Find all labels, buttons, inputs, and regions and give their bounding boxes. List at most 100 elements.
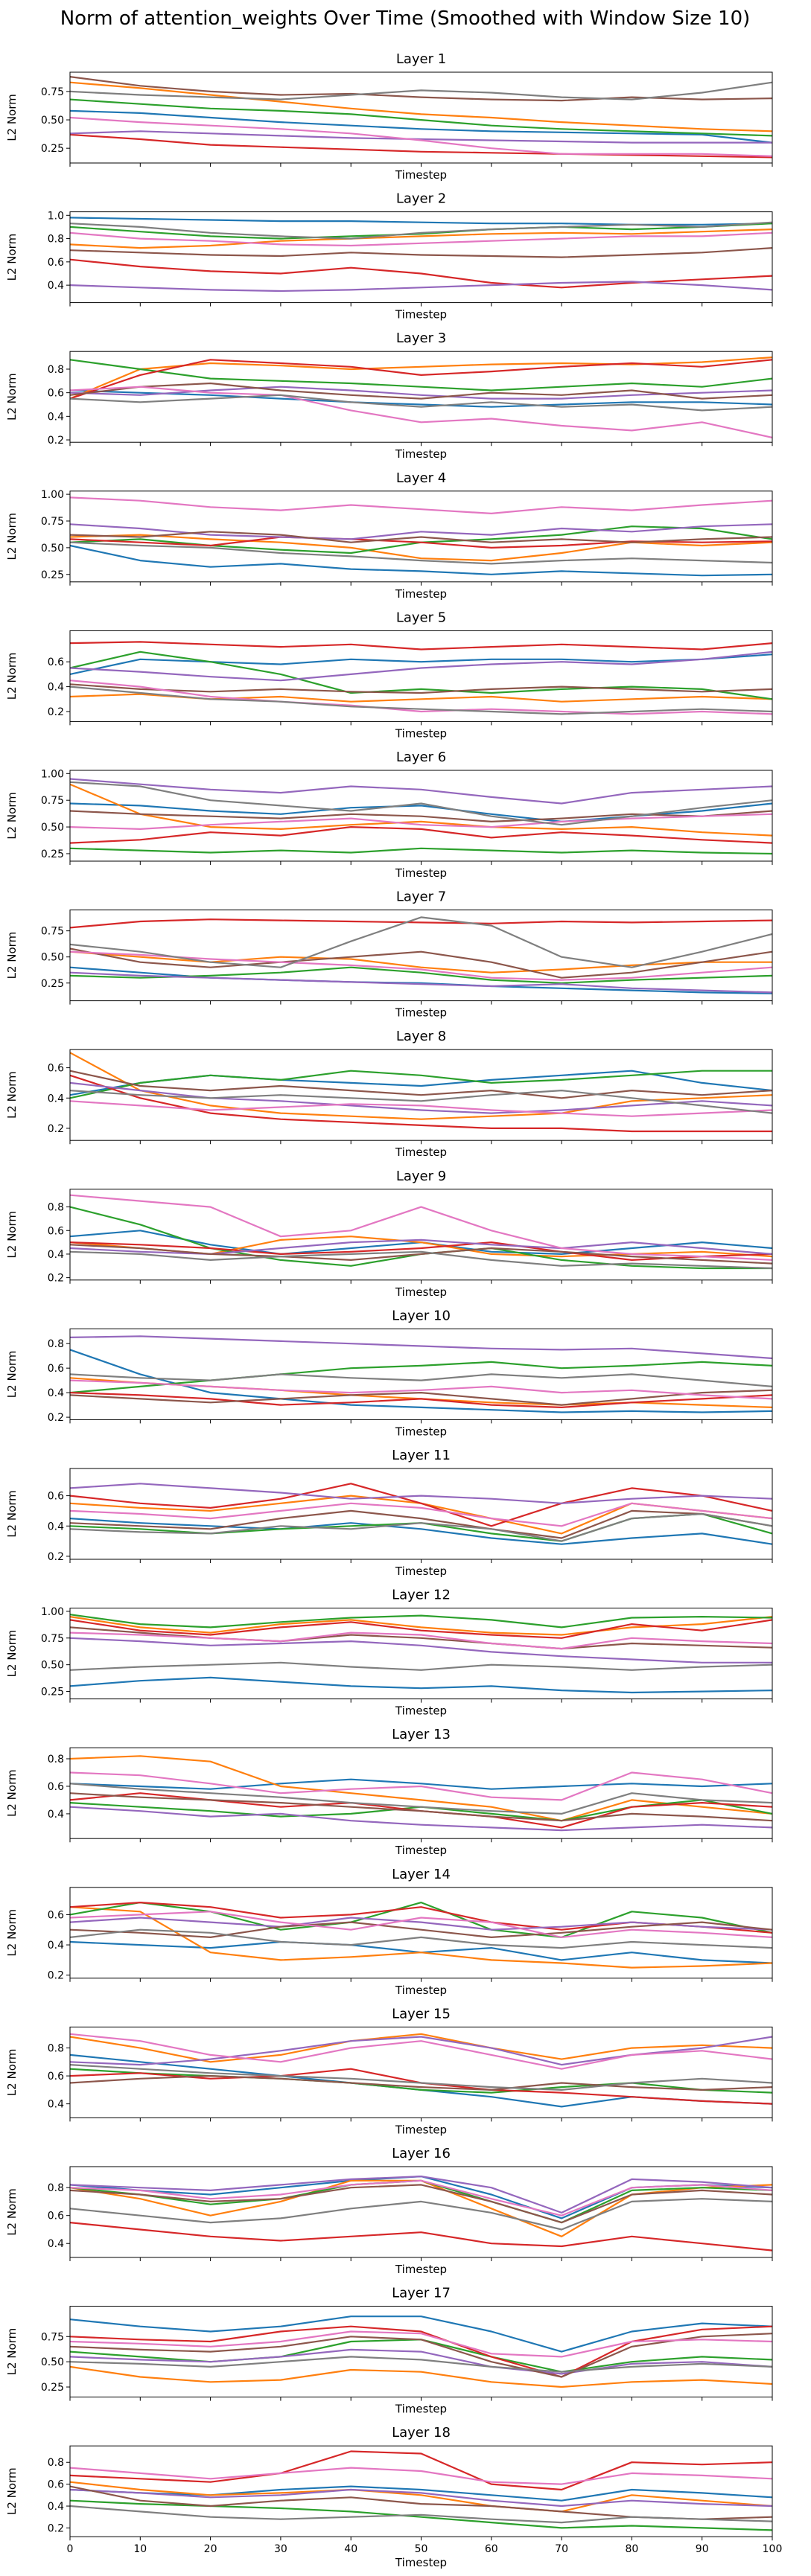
y-tick-label: 0.8	[48, 2043, 64, 2055]
series-group	[69, 217, 773, 293]
series-line-8	[69, 1373, 773, 1387]
chart-title: Layer 5	[396, 610, 446, 625]
x-axis-label: Timestep	[395, 2263, 447, 2276]
y-tick-label: 0.2	[48, 1970, 64, 1982]
chart-layer-10: Layer 10 0.2 0.4 0.6 0.8 Timestep L2 Norm	[5, 1308, 773, 1438]
y-tick-label: 0.6	[48, 2071, 64, 2083]
y-axis-label: L2 Norm	[5, 2188, 19, 2236]
series-line-3	[69, 223, 773, 240]
series-line-1	[69, 217, 773, 226]
chart-layer-1: Layer 1 0.25 0.50 0.75 Timestep L2 Norm	[5, 51, 773, 182]
x-axis-label: Timestep	[395, 866, 447, 880]
chart-layer-2: Layer 2 0.4 0.6 0.8 1.0 Timestep L2 Norm	[5, 191, 773, 322]
series-line-7	[69, 1194, 773, 1261]
x-axis-label: Timestep	[395, 2123, 447, 2136]
series-line-5	[69, 1637, 772, 1663]
chart-layer-3: Layer 3 0.2 0.4 0.6 0.8 Timestep L2 Norm	[5, 330, 773, 461]
series-line-4	[69, 2450, 773, 2491]
series-line-3	[69, 651, 773, 700]
series-line-3	[69, 1902, 773, 1938]
x-axis-label: Timestep	[395, 308, 447, 322]
series-group	[69, 1194, 773, 1270]
y-tick-label: 0.6	[48, 656, 64, 668]
chart-title: Layer 13	[392, 1727, 451, 1742]
y-tick-label: 0.25	[41, 569, 64, 581]
y-tick-label: 0.25	[41, 1687, 64, 1698]
chart-layer-14: Layer 14 0.2 0.4 0.6 Timestep L2 Norm	[5, 1867, 773, 1997]
series-line-2	[69, 2481, 773, 2513]
series-line-6	[69, 683, 773, 694]
series-line-4	[69, 825, 773, 844]
y-tick-label: 0.4	[48, 2099, 64, 2111]
y-tick-label: 0.2	[48, 1551, 64, 1563]
chart-layer-4: Layer 4 0.25 0.50 0.75 1.00 Timestep L2 Norm	[5, 470, 773, 601]
y-axis-label: L2 Norm	[5, 653, 19, 700]
series-line-1	[69, 1518, 773, 1545]
y-tick-label: 0.6	[48, 1363, 64, 1375]
plot-frame	[69, 910, 773, 1002]
series-line-4	[69, 2325, 773, 2378]
x-tick-label: 0	[67, 2543, 74, 2555]
y-tick-label: 0.75	[41, 926, 64, 938]
series-line-7	[69, 2033, 773, 2070]
x-tick-label: 60	[485, 2543, 498, 2555]
y-tick-label: 0.2	[48, 1412, 64, 1424]
y-tick-label: 0.2	[48, 1273, 64, 1285]
series-line-3	[69, 1361, 773, 1394]
series-line-8	[69, 2505, 773, 2524]
y-tick-label: 0.4	[48, 1249, 64, 1261]
series-line-4	[69, 1392, 773, 1409]
series-line-8	[69, 1089, 773, 1114]
y-tick-label: 0.25	[41, 143, 64, 155]
y-tick-label: 0.4	[48, 411, 64, 423]
series-line-7	[69, 1911, 773, 1938]
y-axis-label: L2 Norm	[5, 1211, 19, 1259]
chart-layer-6: Layer 6 0.25 0.50 0.75 1.00 Timestep L2 Norm	[5, 750, 773, 880]
series-line-8	[69, 685, 773, 715]
series-group	[69, 641, 773, 715]
y-tick-label: 0.50	[41, 952, 64, 964]
y-tick-label: 0.75	[41, 1633, 64, 1645]
series-line-2	[69, 228, 773, 249]
chart-title: Layer 3	[396, 330, 446, 346]
chart-title: Layer 18	[392, 2425, 451, 2441]
series-line-1	[69, 2315, 773, 2353]
x-axis-label: Timestep	[395, 1844, 447, 1857]
series-line-5	[69, 651, 773, 682]
series-line-1	[69, 1676, 773, 1694]
series-group	[69, 1483, 773, 1545]
series-line-3	[69, 525, 773, 554]
x-tick-label: 20	[204, 2543, 217, 2555]
series-line-6	[69, 1509, 773, 1539]
y-tick-label: 0.75	[41, 795, 64, 807]
y-axis-label: L2 Norm	[5, 792, 19, 840]
series-line-8	[69, 1250, 773, 1270]
series-group	[69, 496, 773, 577]
chart-title: Layer 10	[392, 1308, 451, 1323]
y-axis-label: L2 Norm	[5, 94, 19, 141]
x-axis-label: Timestep	[395, 168, 447, 182]
y-tick-label: 0.6	[48, 2211, 64, 2222]
series-line-6	[69, 1921, 773, 1938]
series-line-8	[69, 2356, 773, 2373]
series-line-6	[69, 1389, 773, 1406]
series-line-3	[69, 2499, 773, 2531]
series-line-6	[69, 531, 773, 543]
chart-layer-12: Layer 12 0.25 0.50 0.75 1.00 Timestep L2 Norm	[5, 1588, 773, 1718]
series-line-4	[69, 2222, 773, 2251]
y-axis-label: L2 Norm	[5, 2467, 19, 2515]
y-tick-label: 0.6	[48, 1225, 64, 1237]
y-tick-label: 1.0	[48, 210, 64, 222]
x-tick-label: 30	[274, 2543, 287, 2555]
series-line-2	[69, 534, 773, 562]
x-tick-label: 100	[763, 2543, 783, 2555]
series-line-1	[69, 1778, 773, 1790]
series-line-7	[69, 2179, 773, 2217]
chart-layer-15: Layer 15 0.4 0.6 0.8 Timestep L2 Norm	[5, 2006, 773, 2136]
y-tick-label: 0.6	[48, 388, 64, 400]
series-line-7	[69, 680, 773, 715]
series-line-5	[69, 2488, 773, 2508]
series-group	[69, 2033, 773, 2108]
series-line-6	[69, 947, 773, 979]
